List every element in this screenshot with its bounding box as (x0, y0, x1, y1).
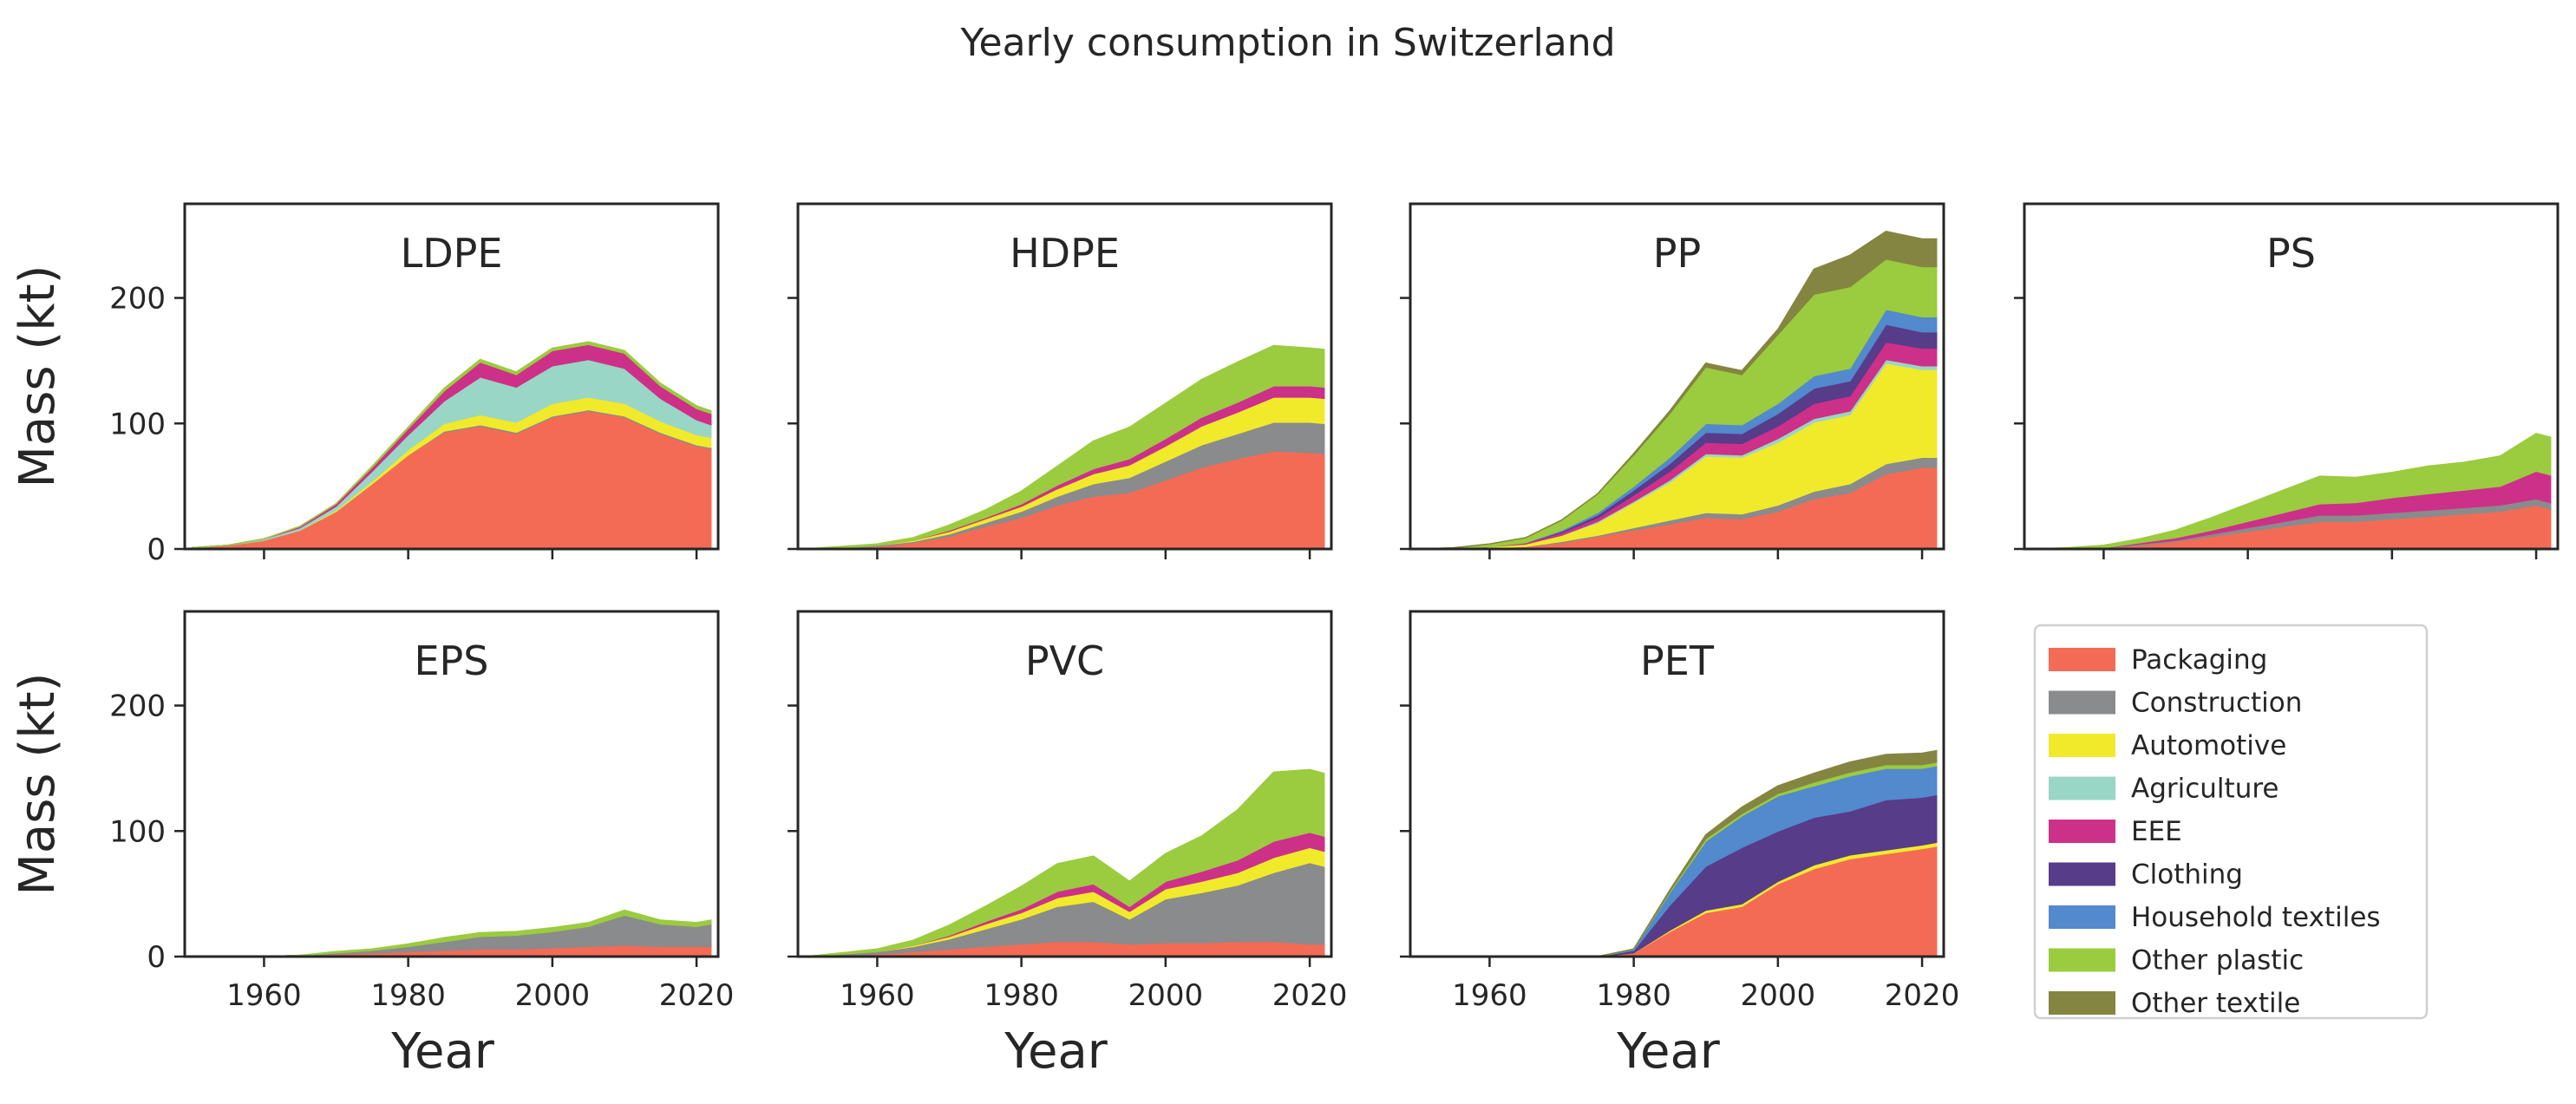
x-axis-label-eps: Year (390, 1023, 495, 1080)
legend-label-clothing: Clothing (2131, 859, 2243, 891)
panel-title-pvc: PVC (1025, 637, 1104, 684)
x-tick-label-pet-2000: 2000 (1741, 978, 1816, 1013)
panel-pvc: PVC 1960 1980 2000 2020 Year (788, 611, 1347, 1080)
panel-title-ldpe: LDPE (401, 230, 503, 277)
panel-title-eps: EPS (414, 637, 488, 684)
y-tick-label-ldpe-0: 0 (147, 532, 166, 567)
panel-pp: PP (1400, 204, 1944, 559)
y-tick-label-ldpe-200: 200 (109, 282, 166, 317)
x-tick-label-pvc-1960: 1960 (840, 978, 915, 1013)
panel-title-ps: PS (2266, 230, 2316, 277)
legend: Packaging Construction Automotive Agricultu… (2035, 625, 2427, 1019)
legend-swatch-agriculture (2049, 777, 2115, 800)
legend-label-other-plastic: Other plastic (2131, 945, 2304, 977)
panel-title-hdpe: HDPE (1010, 230, 1120, 277)
legend-swatch-other-plastic (2049, 949, 2115, 972)
x-tick-label-eps-2000: 2000 (515, 978, 591, 1013)
legend-label-household-textiles: Household textiles (2131, 902, 2381, 933)
x-tick-label-eps-1960: 1960 (226, 978, 302, 1013)
panel-hdpe: HDPE (788, 204, 1331, 559)
legend-label-eee: EEE (2131, 816, 2182, 847)
x-tick-label-pvc-2020: 2020 (1272, 978, 1348, 1013)
legend-swatch-clothing (2049, 863, 2115, 886)
legend-label-construction: Construction (2131, 688, 2302, 719)
legend-label-packaging: Packaging (2131, 644, 2267, 676)
panel-pet: PET 1960 1980 2000 2020 Year (1400, 611, 1959, 1080)
x-axis-label-pvc: Year (1004, 1023, 1108, 1080)
x-tick-label-pvc-2000: 2000 (1128, 978, 1204, 1013)
x-tick-label-pvc-1980: 1980 (984, 978, 1059, 1013)
panel-ps: PS (2014, 204, 2558, 559)
y-axis-label-ldpe: Mass (kt) (10, 265, 66, 488)
legend-swatch-packaging (2049, 648, 2115, 671)
x-tick-label-eps-2020: 2020 (659, 978, 735, 1013)
y-tick-label-eps-200: 200 (109, 689, 166, 724)
legend-swatch-automotive (2049, 734, 2115, 757)
legend-label-agriculture: Agriculture (2131, 774, 2279, 805)
panel-eps: EPS 1960 1980 2000 2020 Year 0 100 200 Mass (kt) (10, 611, 734, 1080)
y-tick-label-eps-0: 0 (147, 940, 166, 975)
y-tick-label-ldpe-100: 100 (109, 407, 166, 441)
x-axis-label-pet: Year (1616, 1023, 1721, 1080)
legend-swatch-construction (2049, 691, 2115, 715)
legend-swatch-eee (2049, 820, 2115, 843)
x-tick-label-pet-2020: 2020 (1885, 978, 1960, 1013)
legend-swatch-household-textiles (2049, 905, 2115, 929)
y-tick-label-eps-100: 100 (109, 814, 166, 849)
x-tick-label-eps-1980: 1980 (370, 978, 446, 1013)
panel-title-pp: PP (1653, 230, 1701, 277)
y-axis-label-eps: Mass (kt) (10, 673, 66, 896)
legend-swatch-other-textile (2049, 991, 2115, 1015)
legend-label-other-textile: Other textile (2131, 988, 2300, 1019)
legend-label-automotive: Automotive (2131, 730, 2286, 761)
panel-ldpe: LDPE 0 100 200 Mass (kt) (10, 204, 718, 567)
panel-title-pet: PET (1640, 637, 1715, 684)
x-tick-label-pet-1960: 1960 (1452, 978, 1527, 1013)
x-tick-label-pet-1980: 1980 (1596, 978, 1671, 1013)
figure-title: Yearly consumption in Switzerland (959, 21, 1615, 65)
